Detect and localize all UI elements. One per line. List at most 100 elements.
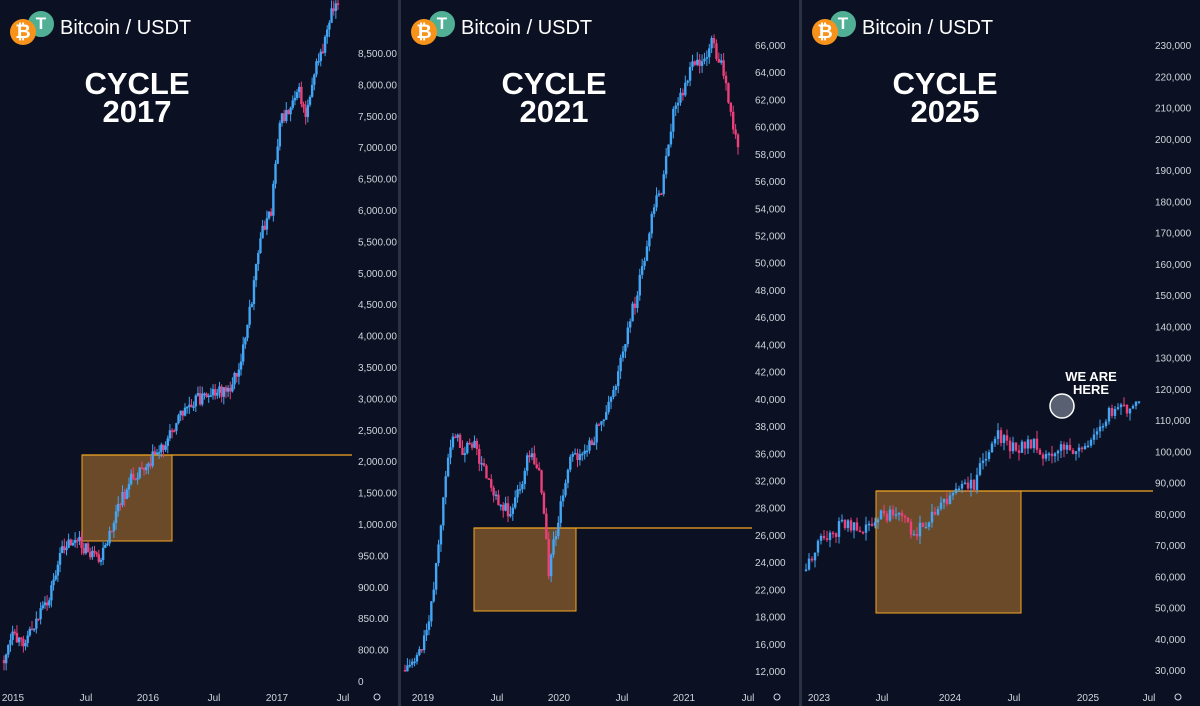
candle-body bbox=[317, 61, 320, 63]
candle-body bbox=[300, 86, 303, 105]
y-tick-label: 4,500.00 bbox=[358, 300, 397, 311]
candle-body bbox=[99, 559, 103, 562]
candle-body bbox=[1086, 445, 1090, 448]
candle-body bbox=[80, 536, 83, 549]
candle-body bbox=[816, 540, 820, 553]
candle-body bbox=[990, 443, 994, 453]
candle-body bbox=[1044, 453, 1048, 459]
candle-body bbox=[39, 608, 42, 620]
candle-body bbox=[595, 424, 598, 443]
pair-label: Bitcoin / USDT bbox=[862, 16, 994, 39]
candle-body bbox=[224, 387, 228, 392]
candle-body bbox=[285, 110, 288, 122]
candle-body bbox=[58, 553, 62, 565]
candle-body bbox=[50, 585, 53, 601]
candle-body bbox=[442, 497, 445, 526]
candle-body bbox=[999, 430, 1003, 444]
candle-body bbox=[127, 484, 131, 490]
candle-body bbox=[674, 105, 677, 109]
candle-body bbox=[1125, 404, 1129, 414]
candle-body bbox=[903, 516, 907, 518]
candle-body bbox=[855, 522, 859, 531]
chart-panel-2025: 230,000 220,000 210,000 200,000 190,000 180,0… bbox=[802, 0, 1200, 706]
price-chart-2017[interactable]: 8,500.00 8,000.00 7,500.00 7,000.00 6,500.00… bbox=[0, 0, 398, 706]
candle-body bbox=[444, 476, 447, 498]
candle-body bbox=[825, 538, 829, 540]
candle-body bbox=[190, 404, 193, 408]
y-tick-label: 40,000 bbox=[1155, 635, 1186, 646]
y-tick-label: 190,000 bbox=[1155, 166, 1192, 177]
candle-body bbox=[676, 102, 680, 106]
y-tick-label: 6,000.00 bbox=[358, 206, 397, 217]
x-tick-label: Jul bbox=[208, 693, 221, 704]
x-tick-label: 2024 bbox=[939, 693, 962, 704]
candle-body bbox=[722, 60, 725, 76]
pair-label: Bitcoin / USDT bbox=[461, 16, 593, 39]
y-tick-label: 230,000 bbox=[1155, 41, 1192, 52]
candle-body bbox=[267, 211, 271, 219]
candle-body bbox=[605, 412, 608, 420]
candle-body bbox=[244, 338, 247, 345]
candle-body bbox=[499, 504, 503, 507]
candle-body bbox=[451, 436, 455, 448]
candle-body bbox=[298, 86, 301, 93]
candle-body bbox=[319, 51, 322, 62]
candle-body bbox=[972, 479, 976, 490]
x-tick-label: Jul bbox=[1143, 693, 1156, 704]
candle-body bbox=[198, 393, 202, 405]
candle-body bbox=[879, 510, 883, 520]
candle-body bbox=[458, 434, 462, 448]
candle-body bbox=[252, 280, 256, 305]
candle-body bbox=[304, 107, 307, 117]
candle-body bbox=[272, 183, 275, 216]
candle-body bbox=[274, 163, 277, 184]
candle-body bbox=[638, 274, 641, 296]
candle-body bbox=[1083, 445, 1087, 450]
candle-body bbox=[188, 404, 191, 407]
candle-body bbox=[664, 155, 668, 175]
candle-body bbox=[1041, 454, 1045, 459]
settings-gear-icon[interactable] bbox=[373, 693, 381, 701]
y-tick-label: 180,000 bbox=[1155, 197, 1192, 208]
x-tick-label: Jul bbox=[876, 693, 889, 704]
candle-body bbox=[166, 438, 169, 446]
x-tick-label: Jul bbox=[742, 693, 755, 704]
candle-body bbox=[313, 74, 316, 85]
candle-body bbox=[205, 393, 208, 397]
y-tick-label: 58,000 bbox=[755, 150, 786, 161]
candle-body bbox=[257, 252, 260, 265]
candle-body bbox=[129, 473, 133, 485]
y-tick-label: 120,000 bbox=[1155, 385, 1192, 396]
candle-body bbox=[490, 479, 493, 488]
price-chart-2021[interactable]: 66,000 64,000 62,000 60,000 58,000 56,000 54,0… bbox=[401, 0, 799, 706]
candle-body bbox=[119, 503, 122, 506]
candle-body bbox=[52, 579, 55, 586]
candle-body bbox=[686, 80, 689, 83]
candle-body bbox=[413, 661, 416, 664]
settings-gear-icon[interactable] bbox=[773, 693, 781, 701]
candle-body bbox=[406, 665, 409, 672]
y-tick-label: 8,500.00 bbox=[358, 49, 397, 60]
price-chart-2025[interactable]: 230,000 220,000 210,000 200,000 190,000 180,0… bbox=[802, 0, 1200, 706]
candle-body bbox=[617, 371, 620, 387]
candle-body bbox=[1122, 404, 1126, 407]
bitcoin-icon: ₿ bbox=[411, 19, 437, 45]
panel-divider bbox=[799, 0, 802, 706]
candle-body bbox=[669, 131, 673, 145]
settings-gear-icon[interactable] bbox=[1174, 693, 1182, 701]
y-tick-label: 110,000 bbox=[1155, 416, 1191, 427]
candle-body bbox=[82, 548, 85, 554]
candle-body bbox=[516, 489, 519, 498]
candle-body bbox=[667, 144, 670, 156]
candle-body bbox=[1026, 439, 1030, 449]
candle-body bbox=[1050, 453, 1054, 457]
candle-body bbox=[138, 467, 141, 478]
candle-body bbox=[315, 61, 318, 75]
candle-body bbox=[157, 452, 161, 454]
candle-body bbox=[607, 401, 610, 413]
candle-body bbox=[525, 455, 529, 471]
candle-body bbox=[993, 438, 997, 444]
candle-body bbox=[966, 482, 970, 489]
candle-body bbox=[537, 468, 541, 471]
candle-body bbox=[724, 75, 728, 84]
